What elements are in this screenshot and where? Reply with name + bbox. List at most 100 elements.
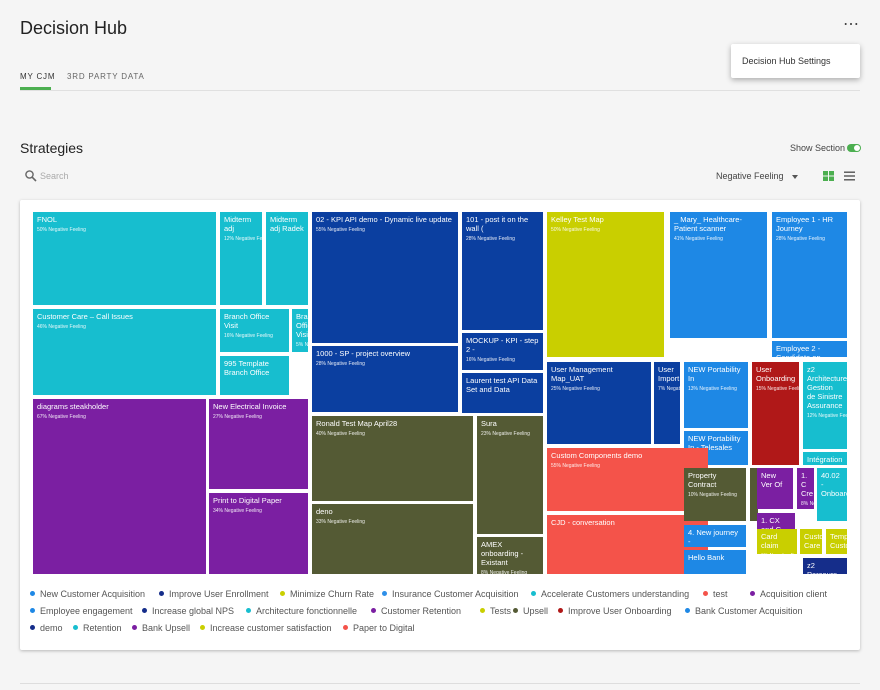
strategy-tile[interactable]: MOCKUP - KPI - step 2 - 16% Negative Feel… bbox=[462, 333, 543, 370]
strategy-tile[interactable]: 101 - post it on the wall (28% Negative … bbox=[462, 212, 543, 330]
strategy-tile[interactable]: NEW Portability In 13% Negative Feeling bbox=[684, 362, 748, 428]
show-section-label: Show Section bbox=[790, 143, 846, 153]
legend-item[interactable]: Increase customer satisfaction bbox=[200, 623, 332, 633]
strategy-tile[interactable]: 1. C Cre 8% Ne bbox=[797, 468, 814, 509]
grid-view-icon[interactable] bbox=[823, 171, 834, 181]
legend-item[interactable]: Increase global NPS bbox=[142, 606, 234, 616]
strategy-tile[interactable]: NEW Portability In - Telesales bbox=[684, 431, 748, 465]
strategy-tile[interactable]: Temp Custo bbox=[826, 529, 847, 554]
strategy-tile[interactable]: Employee 1 - HR Journey 28% Negative Feel… bbox=[772, 212, 847, 338]
strategy-tile-name: 4. New journey - bbox=[688, 528, 739, 546]
legend-item[interactable]: Paper to Digital bbox=[343, 623, 415, 633]
strategy-tile-metric: 16% Negative Feeling bbox=[466, 357, 515, 363]
chevron-down-icon[interactable] bbox=[792, 175, 798, 179]
legend-label: Tests bbox=[490, 606, 512, 616]
show-section-toggle[interactable] bbox=[847, 144, 861, 152]
legend-label: Insurance Customer Acquisition bbox=[392, 589, 519, 599]
strategy-tile[interactable]: Ronald Test Map April28 40% Negative Feel… bbox=[312, 416, 473, 501]
legend-dot-icon bbox=[480, 608, 485, 613]
strategy-tile[interactable]: z2 Architecture Gestion de Sinistre Assu… bbox=[803, 362, 847, 449]
menu-item-decision-hub-settings[interactable]: Decision Hub Settings bbox=[742, 56, 831, 66]
strategy-tile[interactable]: Print to Digital Paper 34% Negative Feeli… bbox=[209, 493, 308, 574]
settings-menu: Decision Hub Settings bbox=[731, 44, 860, 78]
strategy-tile-name: Branch Office Visit bbox=[296, 312, 308, 339]
strategy-tile[interactable]: Branch Office Visit 5% N bbox=[292, 309, 308, 352]
strategy-tile[interactable]: New Electrical Invoice 27% Negative Feeli… bbox=[209, 399, 308, 489]
strategy-tile[interactable]: z2 Parcours bbox=[803, 558, 847, 574]
strategy-tile[interactable]: _ Mary_ Healthcare- Patient scanner 41% N… bbox=[670, 212, 767, 338]
strategy-tile[interactable]: 1. CX and C Credit bbox=[757, 513, 795, 531]
strategy-tile[interactable] bbox=[750, 468, 758, 521]
list-view-icon[interactable] bbox=[844, 171, 855, 181]
more-options-icon[interactable]: ⋯ bbox=[843, 16, 859, 33]
tab-my-cjm[interactable]: MY CJM bbox=[20, 72, 56, 81]
search-input[interactable] bbox=[40, 170, 160, 182]
strategy-tile-name: 40.02 - Onboard bbox=[821, 471, 847, 498]
legend-item[interactable]: Improve User Enrollment bbox=[159, 589, 269, 599]
strategy-tile[interactable]: Hello Bank bbox=[684, 550, 746, 574]
strategy-tile[interactable]: Intégration S bbox=[803, 452, 847, 465]
strategy-tile-metric: 34% Negative Feeling bbox=[213, 508, 262, 514]
strategy-tile[interactable]: deno 33% Negative Feeling bbox=[312, 504, 473, 574]
strategy-tile-metric: 15% Negative Feeling bbox=[756, 386, 799, 392]
strategy-tile[interactable]: New Ver Of bbox=[757, 468, 793, 509]
legend-item[interactable]: Bank Upsell bbox=[132, 623, 190, 633]
strategy-tile[interactable]: User Management Map_UAT 25% Negative Feel… bbox=[547, 362, 651, 444]
strategy-tile[interactable]: Employee 2 - Candidate on-boarding bbox=[772, 341, 847, 357]
legend-item[interactable]: Upsell bbox=[513, 606, 548, 616]
strategy-tile-name: deno bbox=[316, 507, 333, 516]
strategy-tile[interactable]: Midterm adj Radek bbox=[266, 212, 308, 305]
strategy-tile-name: Hello Bank bbox=[688, 553, 725, 562]
strategy-tile-name: MOCKUP - KPI - step 2 - bbox=[466, 336, 539, 354]
legend-item[interactable]: Acquisition client bbox=[750, 589, 827, 599]
strategy-tile-name: Employee 2 - Candidate on-boarding bbox=[776, 344, 823, 357]
strategy-tile[interactable]: Kelley Test Map 50% Negative Feeling bbox=[547, 212, 664, 357]
sort-select[interactable]: Negative Feeling bbox=[716, 171, 784, 181]
legend-item[interactable]: Bank Customer Acquisition bbox=[685, 606, 803, 616]
legend-item[interactable]: Customer Retention bbox=[371, 606, 461, 616]
legend-item[interactable]: test bbox=[703, 589, 728, 599]
legend-item[interactable]: Employee engagement bbox=[30, 606, 133, 616]
strategy-tile-name: AMEX onboarding - Existant bbox=[481, 540, 524, 567]
legend-dot-icon bbox=[30, 608, 35, 613]
strategy-tile[interactable]: Card claim 6% Negative Feel bbox=[757, 529, 797, 554]
strategy-tile-metric: 5% N bbox=[296, 342, 308, 348]
strategy-tile[interactable]: User Onboarding 15% Negative Feeling bbox=[752, 362, 799, 465]
strategy-tile[interactable]: Custo Care bbox=[800, 529, 822, 554]
legend-item[interactable]: Insurance Customer Acquisition bbox=[382, 589, 519, 599]
strategy-tile[interactable]: Custom Components demo 55% Negative Feeli… bbox=[547, 448, 708, 511]
strategy-tile[interactable]: 995 Template Branch Office bbox=[220, 356, 289, 395]
legend-item[interactable]: Tests bbox=[480, 606, 511, 616]
strategy-tile[interactable]: 40.02 - Onboard bbox=[817, 468, 847, 521]
strategy-tile-name: 1000 - SP - project overview bbox=[316, 349, 411, 358]
legend-dot-icon bbox=[371, 608, 376, 613]
strategy-tile[interactable]: Customer Care – Call Issues 46% Negative … bbox=[33, 309, 216, 395]
strategy-tile[interactable]: User Import 7% Negat bbox=[654, 362, 680, 444]
strategy-tile[interactable]: diagrams steakholder 67% Negative Feeling bbox=[33, 399, 206, 574]
strategy-tile-metric: 23% Negative Feeling bbox=[481, 431, 530, 437]
strategy-tile[interactable]: FNOL 50% Negative Feeling bbox=[33, 212, 216, 305]
legend-item[interactable]: Improve User Onboarding bbox=[558, 606, 672, 616]
strategy-tile[interactable]: Laurent test API Data Set and Data bbox=[462, 373, 543, 413]
strategy-tile[interactable]: AMEX onboarding - Existant 8% Negative Fe… bbox=[477, 537, 543, 574]
legend-item[interactable]: New Customer Acquisition bbox=[30, 589, 145, 599]
tab-3rd-party-data[interactable]: 3RD PARTY DATA bbox=[67, 72, 145, 81]
strategy-tile[interactable]: Sura 23% Negative Feeling bbox=[477, 416, 543, 534]
legend-label: Increase global NPS bbox=[152, 606, 235, 616]
strategy-tile[interactable]: Branch Office Visit 16% Negative Feeling bbox=[220, 309, 289, 352]
legend-item[interactable]: Architecture fonctionnelle bbox=[246, 606, 357, 616]
strategy-tile[interactable]: Property Contract 10% Negative Feeling bbox=[684, 468, 746, 521]
legend-item[interactable]: Accelerate Customers understanding bbox=[531, 589, 689, 599]
strategy-tile[interactable]: Midterm adj 12% Negative Feeling bbox=[220, 212, 262, 305]
strategy-tile-name: User Onboarding bbox=[756, 365, 796, 383]
strategy-tile[interactable]: 02 - KPI API demo - Dynamic live update 5… bbox=[312, 212, 458, 343]
legend-item[interactable]: Minimize Churn Rate bbox=[280, 589, 374, 599]
legend-dot-icon bbox=[280, 591, 285, 596]
strategy-tile-metric: 7% Negat bbox=[658, 386, 680, 392]
legend-item[interactable]: demo bbox=[30, 623, 63, 633]
strategy-tile[interactable]: 4. New journey - bbox=[684, 525, 746, 547]
legend-label: Improve User Enrollment bbox=[169, 589, 269, 599]
legend-item[interactable]: Retention bbox=[73, 623, 122, 633]
strategy-tile[interactable]: CJD - conversation bbox=[547, 515, 708, 574]
strategy-tile[interactable]: 1000 - SP - project overview 28% Negative… bbox=[312, 346, 458, 412]
